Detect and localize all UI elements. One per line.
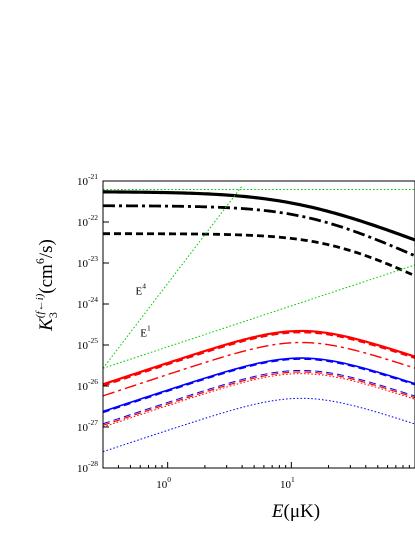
- ticks-layer: 100 101 10-28 10-27 10-26 10-25 10-24 10-23 10-2…: [77, 172, 415, 491]
- x-axis-title: E(μK): [271, 501, 320, 522]
- annotations-layer: E4 E1: [136, 282, 151, 340]
- y-axis-title: K3(f←i)(cm6/s): [33, 239, 60, 332]
- series-line-7: [103, 371, 415, 426]
- series-line-10: [103, 358, 415, 414]
- x-axis-unit: (μK): [284, 501, 321, 522]
- series-line-4: [103, 329, 415, 386]
- x-tick-label: 101: [280, 475, 295, 491]
- y-axis-unit: (cm: [36, 264, 57, 294]
- y-tick-label: 10-25: [77, 336, 98, 352]
- y-axis-subscript: 3: [46, 312, 60, 318]
- y-tick-label: 10-26: [77, 377, 98, 393]
- annotation-label: E1: [140, 324, 151, 340]
- annotation-label: E4: [136, 282, 147, 298]
- series-line-9: [103, 357, 415, 413]
- series-line-12: [103, 397, 415, 453]
- series-line-8: [103, 373, 415, 428]
- x-axis-symbol: E: [271, 501, 284, 522]
- series-line-1: [103, 190, 415, 242]
- y-axis-superscript: (f←i): [34, 293, 46, 318]
- series-line-11: [103, 369, 415, 425]
- series-layer: [103, 185, 415, 453]
- series-line-5: [103, 331, 415, 387]
- y-tick-label: 10-28: [77, 459, 98, 475]
- axis-labels-layer: E(μK) K3(f←i)(cm6/s): [33, 239, 320, 522]
- series-line-14: [103, 185, 243, 369]
- x-tick-label: 100: [156, 475, 171, 491]
- y-tick-label: 10-23: [77, 254, 98, 270]
- series-line-15: [103, 264, 415, 369]
- y-tick-label: 10-22: [77, 213, 98, 229]
- series-line-6: [103, 341, 415, 397]
- series-line-2: [103, 204, 415, 258]
- y-tick-label: 10-24: [77, 295, 98, 311]
- y-axis-symbol: K: [36, 317, 57, 332]
- y-axis-unit-superscript: 6: [33, 258, 47, 264]
- y-tick-label: 10-21: [77, 172, 98, 188]
- series-line-3: [103, 232, 415, 278]
- y-tick-label: 10-27: [77, 418, 98, 434]
- y-axis-unit-end: /s): [36, 239, 57, 258]
- plot-frame: [102, 180, 415, 469]
